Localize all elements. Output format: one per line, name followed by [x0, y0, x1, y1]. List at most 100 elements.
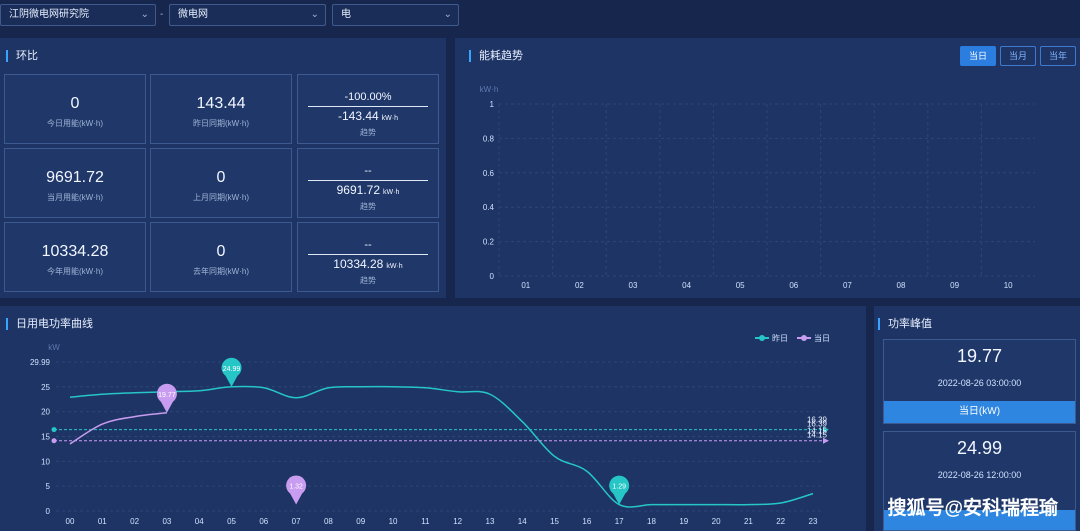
daily-x-tick: 19	[679, 517, 688, 526]
min-pin-yesterday-label: 1.29	[612, 484, 626, 491]
daily-y-tick: 5	[46, 482, 51, 491]
daily-y-tick: 10	[41, 457, 50, 466]
current-usage-value: 0	[70, 95, 80, 112]
daily-x-tick: 12	[453, 517, 462, 526]
trend-x-tick: 09	[950, 281, 959, 290]
daily-title: 日用电功率曲线	[6, 318, 93, 330]
previous-usage-value: 0	[216, 243, 226, 260]
daily-x-tick: 07	[292, 517, 301, 526]
max-pin-yesterday: 24.99	[221, 357, 242, 387]
legend-yesterday-label: 昨日	[772, 333, 788, 343]
trend-y-tick: 0.8	[483, 134, 495, 143]
max-pin-today-label: 19.77	[158, 392, 176, 399]
tab-year[interactable]: 当年	[1040, 46, 1076, 66]
avg-line-start-dot	[51, 427, 57, 433]
min-pin-yesterday-shape	[609, 475, 630, 505]
avg-line-start-dot	[51, 438, 57, 444]
max-pin-yesterday-shape	[221, 357, 242, 387]
min-pin-today-shape	[286, 475, 307, 505]
daily-x-tick: 08	[324, 517, 333, 526]
trend-y-tick: 0	[490, 272, 495, 281]
trend-percent: -100.00%	[344, 91, 392, 103]
series-yesterday-line	[69, 385, 814, 508]
max-pin-today-shape	[156, 383, 177, 413]
trend-y-tick: 0.4	[483, 203, 495, 212]
daily-x-tick: 09	[356, 517, 365, 526]
previous-usage-label: 上月同期(kW·h)	[193, 193, 249, 202]
daily-x-tick: 18	[647, 517, 656, 526]
daily-y-tick: 20	[41, 408, 50, 417]
chevron-down-icon: ⌄	[140, 9, 149, 20]
peak-time: 2022-08-26 12:00:00	[937, 470, 1022, 480]
tab-day[interactable]: 当日	[960, 46, 996, 66]
trend-unit: kW·h	[386, 263, 403, 270]
daily-x-tick: 11	[421, 517, 430, 526]
min-pin-yesterday: 1.29	[609, 475, 630, 505]
trend-divider	[308, 180, 428, 181]
daily-x-tick: 17	[615, 517, 624, 526]
daily-y-tick: 0	[46, 507, 51, 516]
current-usage-value: 9691.72	[46, 169, 104, 186]
org-select-value: 江阴微电网研究院	[9, 9, 89, 20]
previous-usage-card: 0 上月同期(kW·h)	[150, 148, 292, 218]
legend-today-label: 当日	[814, 333, 830, 343]
trend-x-tick: 10	[1004, 281, 1013, 290]
trend-x-tick: 03	[629, 281, 638, 290]
grid-select[interactable]: 微电网 ⌄	[169, 4, 326, 26]
previous-usage-value: 143.44	[196, 95, 246, 112]
filter-separator: -	[160, 9, 164, 20]
daily-x-tick: 04	[195, 517, 204, 526]
trend-label: 趋势	[360, 276, 376, 285]
daily-x-tick: 22	[776, 517, 785, 526]
daily-x-tick: 15	[550, 517, 559, 526]
avg-line-arrow	[823, 437, 829, 444]
trend-unit: kW·h	[383, 189, 400, 196]
daily-panel: 日用电功率曲线	[0, 306, 866, 531]
daily-y-unit: kW	[48, 343, 60, 352]
org-select[interactable]: 江阴微电网研究院 ⌄	[0, 4, 156, 26]
peak-card-today: 19.77 2022-08-26 03:00:00 当日(kW)	[883, 339, 1076, 424]
min-pin-today-label: 1.32	[289, 483, 303, 490]
min-pin-today: 1.32	[286, 475, 307, 505]
peak-time: 2022-08-26 03:00:00	[937, 378, 1022, 388]
trend-divider	[308, 106, 428, 107]
chevron-down-icon: ⌄	[310, 9, 319, 20]
max-pin-yesterday-label: 24.99	[223, 366, 241, 373]
trend-amount-value: 9691.72	[336, 183, 381, 197]
daily-x-tick: 05	[227, 517, 236, 526]
trend-unit: kW·h	[381, 115, 399, 122]
trend-x-tick: 06	[789, 281, 798, 290]
previous-usage-label: 去年同期(kW·h)	[193, 267, 249, 276]
current-usage-label: 当月用能(kW·h)	[47, 193, 103, 202]
peak-label: 当日(kW)	[884, 401, 1075, 423]
trend-card: -- 9691.72 kW·h 趋势	[297, 148, 439, 218]
legend-today-dot	[801, 335, 807, 341]
trend-card: -100.00% -143.44 kW·h 趋势	[297, 74, 439, 144]
daily-y-tick: 29.99	[30, 358, 51, 367]
trend-x-tick: 04	[682, 281, 691, 290]
avg-label: 16.39	[807, 420, 828, 429]
avg-label: 16.39	[807, 416, 828, 425]
trend-card: -- 10334.28 kW·h 趋势	[297, 222, 439, 292]
trend-y-tick: 0.6	[483, 169, 495, 178]
peak-title: 功率峰值	[878, 318, 932, 330]
avg-label: 14.15	[807, 427, 828, 436]
trend-y-tick: 0.2	[483, 238, 495, 247]
peak-value: 24.99	[956, 438, 1003, 458]
current-usage-card: 9691.72 当月用能(kW·h)	[4, 148, 146, 218]
trend-amount: 9691.72 kW·h	[298, 183, 438, 197]
trend-x-tick: 05	[736, 281, 745, 290]
energy-select[interactable]: 电 ⌄	[332, 4, 459, 26]
daily-x-tick: 10	[389, 517, 398, 526]
energy-select-value: 电	[341, 9, 351, 20]
legend-yesterday-dot	[759, 335, 765, 341]
trend-label: 趋势	[360, 128, 376, 137]
trend-amount: -143.44 kW·h	[298, 109, 438, 123]
tab-month[interactable]: 当月	[1000, 46, 1036, 66]
previous-usage-value: 0	[216, 169, 226, 186]
current-usage-label: 今日用能(kW·h)	[47, 119, 103, 128]
trend-y-unit: kW·h	[480, 85, 499, 94]
daily-x-tick: 00	[66, 517, 75, 526]
daily-x-tick: 21	[744, 517, 753, 526]
